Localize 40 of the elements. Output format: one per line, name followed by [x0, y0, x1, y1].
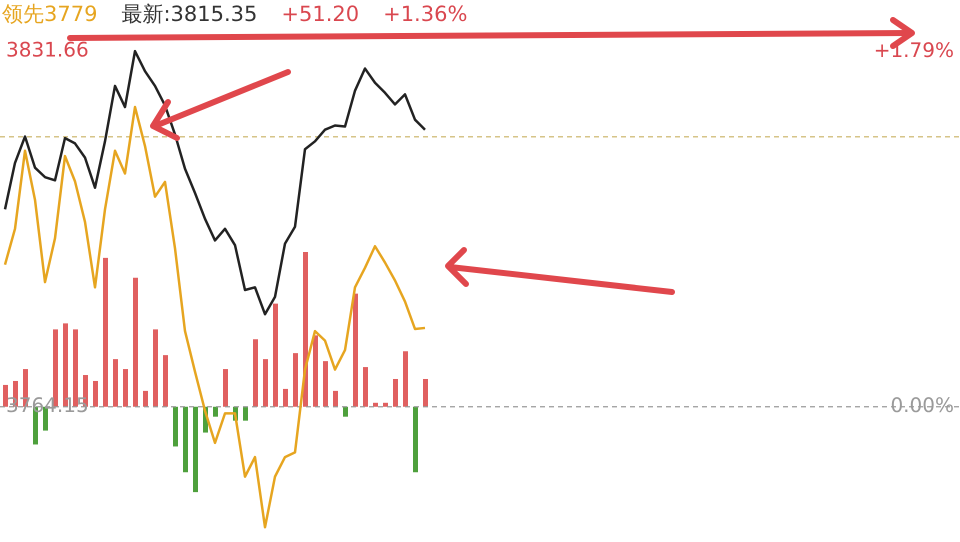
bar [353, 294, 358, 407]
bar [313, 335, 318, 407]
bar [163, 355, 168, 407]
bar [243, 406, 248, 421]
bar [113, 359, 118, 407]
bar [153, 329, 158, 407]
bar [293, 353, 298, 407]
bar [263, 359, 268, 407]
bar [103, 258, 108, 407]
bar [363, 367, 368, 407]
y2-tick-label: 0.00% [890, 393, 954, 418]
bar [93, 380, 98, 407]
bar [403, 351, 408, 407]
bar [213, 406, 218, 417]
annotation: +51.20 [281, 1, 360, 27]
bar [383, 402, 388, 407]
bar [3, 384, 8, 407]
bar [303, 252, 308, 407]
bar [143, 390, 148, 407]
bar [223, 369, 228, 407]
bar [133, 278, 138, 407]
bar [193, 406, 198, 492]
annotation: 最新:3815.35 [121, 1, 258, 27]
bar [273, 304, 278, 407]
bar [373, 402, 378, 407]
bar [123, 369, 128, 407]
y-tick-label: 3831.66 [6, 37, 89, 62]
bar [323, 361, 328, 407]
bar [333, 390, 338, 407]
line-series [4, 106, 426, 528]
bar [423, 378, 428, 407]
bar [253, 339, 258, 407]
bar [413, 406, 418, 472]
bar [173, 406, 178, 446]
bar [343, 406, 348, 417]
bar [283, 388, 288, 407]
annotation: 领先3779 [2, 1, 98, 27]
bar [393, 378, 398, 407]
bar [183, 406, 188, 472]
annotation: +1.36% [383, 1, 468, 27]
